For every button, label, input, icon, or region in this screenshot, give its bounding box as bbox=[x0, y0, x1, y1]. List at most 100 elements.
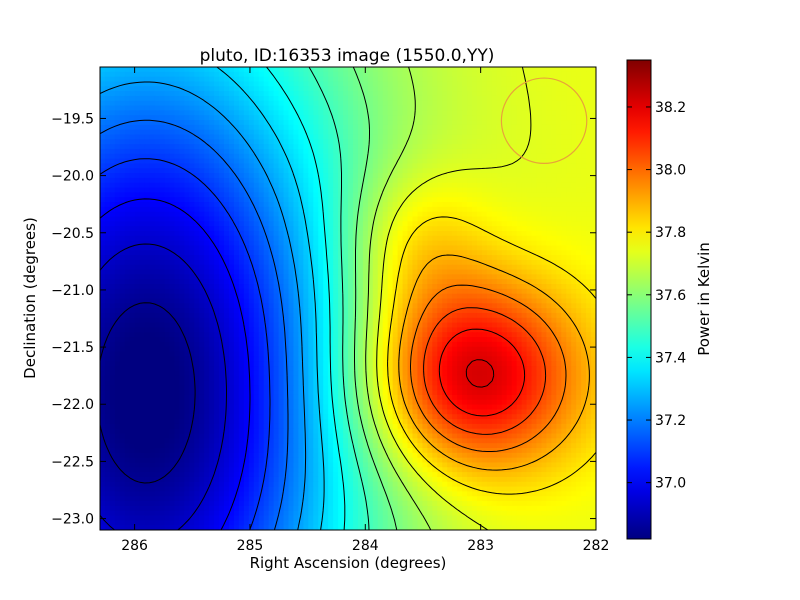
heatmap-cell bbox=[104, 91, 111, 97]
heatmap-cell bbox=[149, 240, 156, 247]
heatmap-cell bbox=[397, 298, 404, 304]
heatmap-cell bbox=[214, 148, 220, 155]
heatmap-cell bbox=[501, 67, 508, 73]
heatmap-cell bbox=[377, 110, 384, 116]
heatmap-cell bbox=[591, 279, 596, 285]
heatmap-cell bbox=[243, 192, 250, 198]
heatmap-cell bbox=[362, 91, 369, 97]
heatmap-cell bbox=[194, 168, 200, 174]
heatmap-cell bbox=[591, 284, 596, 290]
heatmap-cell bbox=[154, 168, 161, 174]
heatmap-cell bbox=[303, 288, 309, 295]
heatmap-cell bbox=[442, 81, 448, 87]
heatmap-cell bbox=[283, 168, 290, 174]
heatmap-cell bbox=[362, 245, 369, 251]
heatmap-cell bbox=[189, 177, 195, 184]
heatmap-cell bbox=[402, 110, 409, 116]
heatmap-cell bbox=[328, 221, 334, 227]
heatmap-cell bbox=[352, 158, 359, 165]
heatmap-cell bbox=[333, 76, 339, 83]
heatmap-cell bbox=[298, 211, 304, 218]
heatmap-cell bbox=[481, 163, 488, 169]
heatmap-cell bbox=[104, 134, 111, 140]
heatmap-cell bbox=[417, 226, 423, 232]
heatmap-cell bbox=[581, 120, 587, 126]
heatmap-cell bbox=[541, 110, 547, 116]
heatmap-cell bbox=[586, 221, 592, 227]
heatmap-cell bbox=[352, 71, 359, 78]
heatmap-cell bbox=[100, 76, 106, 83]
heatmap-cell bbox=[571, 202, 577, 208]
heatmap-cell bbox=[357, 163, 364, 169]
heatmap-cell bbox=[387, 211, 394, 218]
heatmap-cell bbox=[372, 221, 379, 227]
heatmap-cell bbox=[343, 279, 349, 285]
heatmap-cell bbox=[199, 153, 205, 160]
heatmap-cell bbox=[367, 298, 374, 304]
heatmap-cell bbox=[278, 129, 285, 136]
heatmap-cell bbox=[209, 259, 215, 266]
heatmap-cell bbox=[129, 250, 136, 256]
heatmap-cell bbox=[209, 144, 215, 150]
heatmap-cell bbox=[129, 139, 136, 145]
heatmap-cell bbox=[432, 158, 438, 165]
heatmap-cell bbox=[318, 124, 324, 131]
heatmap-cell bbox=[476, 226, 483, 232]
heatmap-cell bbox=[219, 182, 225, 189]
heatmap-cell bbox=[501, 86, 508, 92]
heatmap-cell bbox=[313, 298, 319, 304]
heatmap-cell bbox=[586, 269, 592, 275]
heatmap-cell bbox=[447, 240, 453, 247]
heatmap-cell bbox=[109, 202, 116, 208]
heatmap-cell bbox=[352, 105, 359, 111]
heatmap-cell bbox=[447, 274, 453, 280]
heatmap-cell bbox=[248, 274, 255, 280]
heatmap-cell bbox=[283, 284, 290, 290]
heatmap-cell bbox=[352, 192, 359, 198]
heatmap-cell bbox=[462, 67, 468, 73]
heatmap-cell bbox=[591, 81, 596, 87]
heatmap-cell bbox=[412, 134, 419, 140]
heatmap-cell bbox=[189, 226, 195, 232]
heatmap-cell bbox=[278, 115, 285, 121]
heatmap-cell bbox=[472, 86, 478, 92]
heatmap-cell bbox=[526, 298, 533, 304]
heatmap-cell bbox=[328, 168, 334, 174]
heatmap-cell bbox=[253, 163, 260, 169]
heatmap-cell bbox=[313, 288, 319, 295]
heatmap-cell bbox=[422, 139, 428, 145]
heatmap-cell bbox=[417, 173, 423, 179]
heatmap-cell bbox=[447, 163, 453, 169]
heatmap-cell bbox=[224, 67, 230, 73]
heatmap-cell bbox=[566, 288, 572, 295]
heatmap-cell bbox=[447, 211, 453, 218]
heatmap-cell bbox=[462, 100, 468, 107]
heatmap-cell bbox=[496, 245, 503, 251]
heatmap-cell bbox=[367, 173, 374, 179]
heatmap-cell bbox=[333, 91, 339, 97]
heatmap-cell bbox=[362, 192, 369, 198]
heatmap-cell bbox=[308, 76, 314, 83]
heatmap-cell bbox=[467, 139, 473, 145]
heatmap-cell bbox=[467, 259, 473, 266]
heatmap-cell bbox=[387, 192, 394, 198]
heatmap-cell bbox=[139, 216, 146, 222]
heatmap-cell bbox=[179, 226, 185, 232]
heatmap-cell bbox=[258, 139, 265, 145]
heatmap-cell bbox=[303, 255, 309, 261]
heatmap-cell bbox=[452, 197, 458, 203]
heatmap-cell bbox=[377, 139, 384, 145]
heatmap-cell bbox=[581, 71, 587, 78]
heatmap-cell bbox=[576, 274, 582, 280]
heatmap-cell bbox=[169, 206, 175, 213]
heatmap-cell bbox=[467, 115, 473, 121]
heatmap-cell bbox=[189, 255, 195, 261]
heatmap-cell bbox=[526, 71, 533, 78]
heatmap-cell bbox=[457, 303, 463, 309]
heatmap-cell bbox=[104, 293, 111, 300]
heatmap-cell bbox=[442, 250, 448, 256]
heatmap-cell bbox=[348, 153, 354, 160]
heatmap-cell bbox=[303, 168, 309, 174]
heatmap-cell bbox=[169, 259, 175, 266]
heatmap-cell bbox=[531, 221, 538, 227]
